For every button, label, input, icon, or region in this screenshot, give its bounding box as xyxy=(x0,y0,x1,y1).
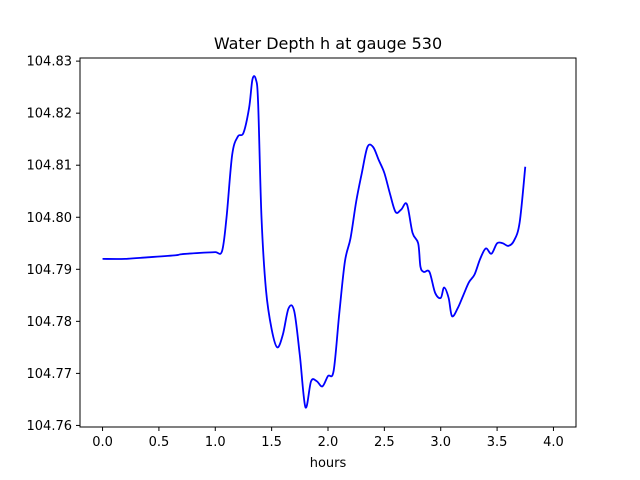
x-tick-label: 0.0 xyxy=(92,435,113,450)
x-tick-label: 3.5 xyxy=(487,435,508,450)
x-axis-label: hours xyxy=(310,456,347,471)
series-line xyxy=(102,75,527,409)
x-tick-label: 2.5 xyxy=(374,435,395,450)
chart-title: Water Depth h at gauge 530 xyxy=(214,34,442,53)
y-tick-label: 104.82 xyxy=(27,107,73,122)
x-tick-label: 2.0 xyxy=(318,435,339,450)
y-tick-label: 104.83 xyxy=(27,55,73,70)
x-tick-label: 4.0 xyxy=(543,435,564,450)
y-tick-label: 104.79 xyxy=(27,263,73,278)
y-axis: 104.76 104.77 104.78 104.79 104.80 104.81 104.… xyxy=(27,55,80,434)
y-tick-label: 104.78 xyxy=(27,315,73,330)
y-tick-label: 104.80 xyxy=(27,211,73,226)
x-tick-label: 1.5 xyxy=(261,435,282,450)
y-tick-label: 104.77 xyxy=(27,367,73,382)
x-tick-label: 0.5 xyxy=(149,435,170,450)
x-tick-label: 3.0 xyxy=(430,435,451,450)
x-tick-label: 1.0 xyxy=(205,435,226,450)
y-tick-label: 104.76 xyxy=(27,419,73,434)
x-axis: 0.0 0.5 1.0 1.5 2.0 2.5 3.0 3.5 4.0 xyxy=(92,427,564,450)
y-tick-label: 104.81 xyxy=(27,159,73,174)
series-layer xyxy=(102,75,527,409)
